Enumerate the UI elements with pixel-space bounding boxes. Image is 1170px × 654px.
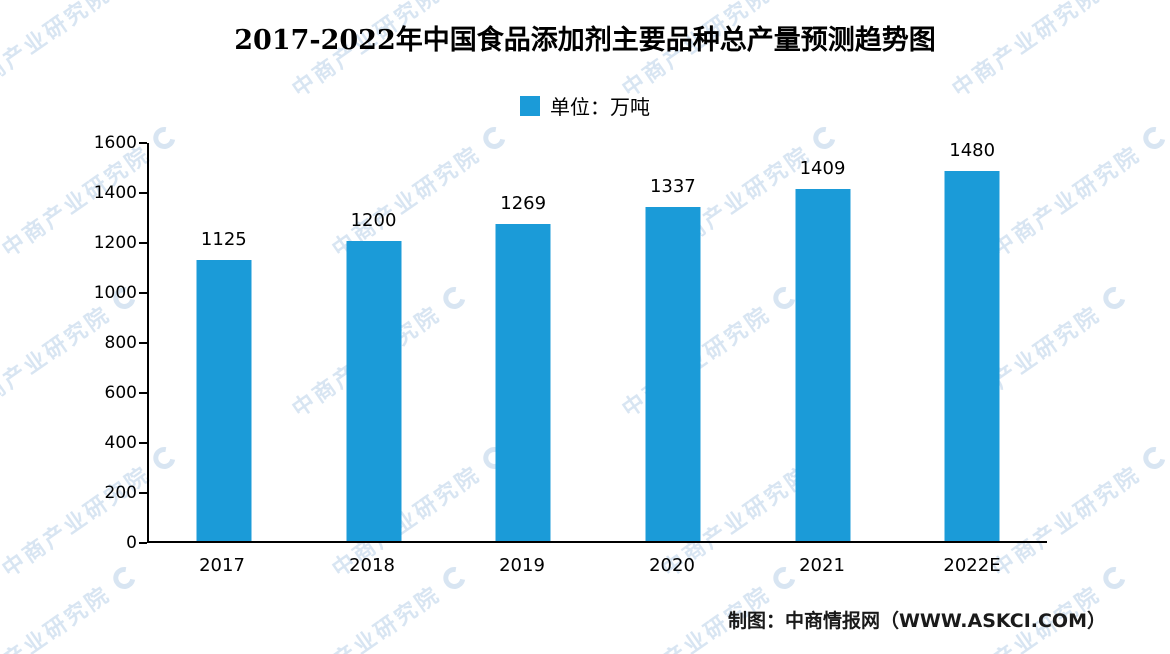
- bar-slot: 1200: [299, 143, 449, 541]
- y-axis-tick: [139, 492, 147, 494]
- watermark-logo-icon: [1098, 282, 1130, 314]
- bar-value-label: 1125: [200, 228, 247, 250]
- x-axis-tick-label: 2017: [199, 555, 245, 576]
- bar-2017: [196, 259, 252, 541]
- bar-slot: 1409: [748, 143, 898, 541]
- y-axis-tick-label: 1600: [93, 133, 137, 153]
- x-axis-tick-label: 2019: [499, 555, 545, 576]
- bar-2020: [645, 206, 701, 541]
- y-axis-tick: [139, 292, 147, 294]
- bar-2018: [346, 241, 401, 541]
- x-axis-tick-label: 2020: [649, 555, 695, 576]
- x-axis-tick-label: 2022E: [943, 555, 1001, 576]
- bar-2022E: [944, 171, 1000, 541]
- y-axis-tick: [139, 542, 147, 544]
- y-axis-tick-label: 600: [104, 383, 137, 403]
- watermark-text: 中商产业研究院: [287, 581, 446, 654]
- y-axis-tick: [139, 442, 147, 444]
- bar-slot: 1269: [448, 143, 598, 541]
- watermark-logo-icon: [1138, 442, 1170, 474]
- bar-value-label: 1409: [799, 157, 846, 179]
- watermark-text: 中商产业研究院: [0, 581, 116, 654]
- y-axis-tick-label: 1400: [93, 183, 137, 203]
- y-axis: 0 200 400 600 800 1000 1200 1400 1600: [85, 133, 137, 553]
- bar-2019: [495, 223, 551, 541]
- y-axis-tick: [139, 392, 147, 394]
- legend-label: 单位：万吨: [550, 95, 650, 119]
- x-axis-tick-label: 2018: [349, 555, 395, 576]
- x-axis-tick-label: 2021: [799, 555, 845, 576]
- y-axis-tick: [139, 342, 147, 344]
- y-axis-tick: [139, 242, 147, 244]
- y-axis-tick: [139, 192, 147, 194]
- watermark-logo-icon: [108, 562, 140, 594]
- y-axis-tick-label: 1200: [93, 233, 137, 253]
- bar-slot: 1337: [598, 143, 748, 541]
- bar-value-label: 1337: [649, 175, 696, 197]
- y-axis-tick: [139, 142, 147, 144]
- y-axis-tick-label: 800: [104, 333, 137, 353]
- chart-title: 2017-2022年中国食品添加剂主要品种总产量预测趋势图: [234, 25, 936, 56]
- bar-slot: 1125: [149, 143, 299, 541]
- x-axis: 2017 2018 2019 2020 2021 2022E: [147, 555, 1047, 576]
- bar-value-label: 1200: [350, 210, 397, 231]
- y-axis-tick-label: 0: [126, 533, 137, 553]
- bar-slot: 1480: [897, 140, 1047, 541]
- y-axis-tick-label: 400: [104, 433, 137, 453]
- bar-value-label: 1269: [500, 192, 547, 214]
- bar-value-label: 1480: [949, 140, 996, 161]
- legend-swatch: [520, 95, 540, 116]
- watermark-logo-icon: [1098, 562, 1130, 594]
- plot-area: 1125 1200 1269 1337 1409 1480: [139, 140, 1047, 544]
- footer-credit: 制图：中商情报网（WWW.ASKCI.COM）: [727, 610, 1106, 632]
- watermark-logo-icon: [1138, 122, 1170, 154]
- legend: 单位：万吨: [0, 91, 1170, 120]
- y-axis-tick-label: 1000: [93, 283, 137, 303]
- bar-2021: [795, 188, 851, 541]
- watermark: 中商产业研究院: [0, 559, 142, 654]
- y-axis-tick-label: 200: [104, 483, 137, 503]
